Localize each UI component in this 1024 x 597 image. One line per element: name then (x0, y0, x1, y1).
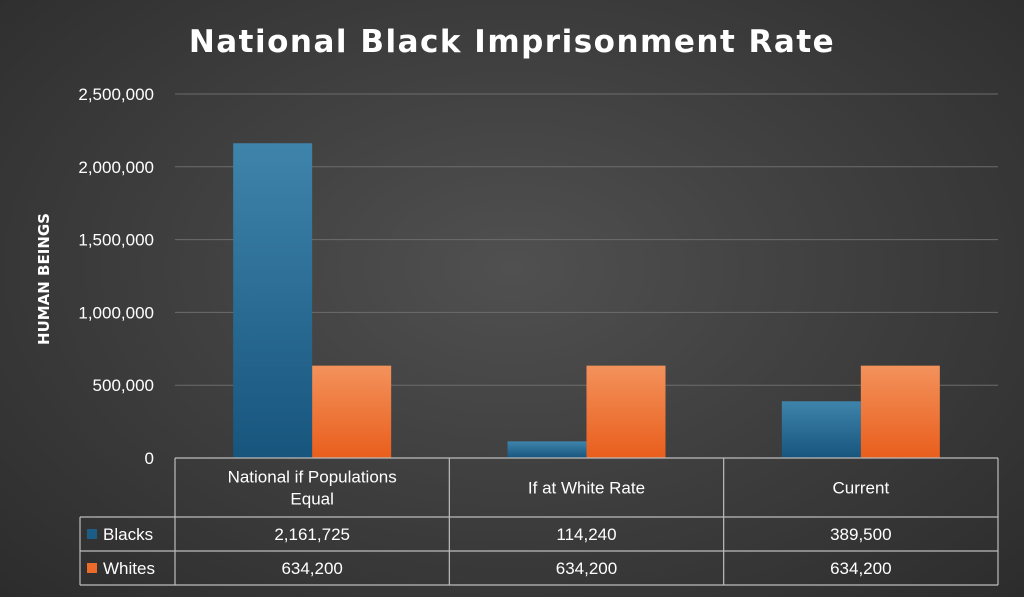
bar-blacks-2 (507, 441, 587, 458)
data-label-blacks: 2,161,725 (274, 525, 350, 544)
y-tick-label: 500,000 (93, 376, 154, 395)
y-tick-label: 0 (145, 449, 154, 468)
data-label-blacks: 389,500 (830, 525, 891, 544)
legend-swatch-blacks (87, 529, 97, 539)
bar-whites-3 (860, 365, 940, 458)
bar-blacks-3 (781, 401, 861, 458)
bar-blacks-1 (233, 143, 313, 458)
y-tick-label: 2,000,000 (78, 158, 154, 177)
data-label-blacks: 114,240 (556, 525, 616, 544)
chart-title: National Black Imprisonment Rate (189, 24, 835, 60)
bar-whites-2 (586, 365, 666, 458)
y-tick-label: 1,000,000 (78, 303, 154, 322)
data-label-whites: 634,200 (556, 559, 617, 578)
bar-whites-1 (312, 365, 392, 458)
y-tick-label: 1,500,000 (78, 231, 154, 250)
x-category-label: Current (832, 479, 889, 498)
y-tick-label: 2,500,000 (78, 85, 154, 104)
legend-label-whites: Whites (103, 559, 155, 578)
y-axis-label: HUMAN BEINGS (35, 213, 53, 345)
legend-swatch-whites (87, 563, 97, 573)
legend-label-blacks: Blacks (103, 525, 153, 544)
x-category-label: National if Populations Equal (228, 468, 397, 509)
data-label-whites: 634,200 (830, 559, 891, 578)
data-label-whites: 634,200 (281, 559, 342, 578)
x-category-label: If at White Rate (528, 479, 645, 498)
